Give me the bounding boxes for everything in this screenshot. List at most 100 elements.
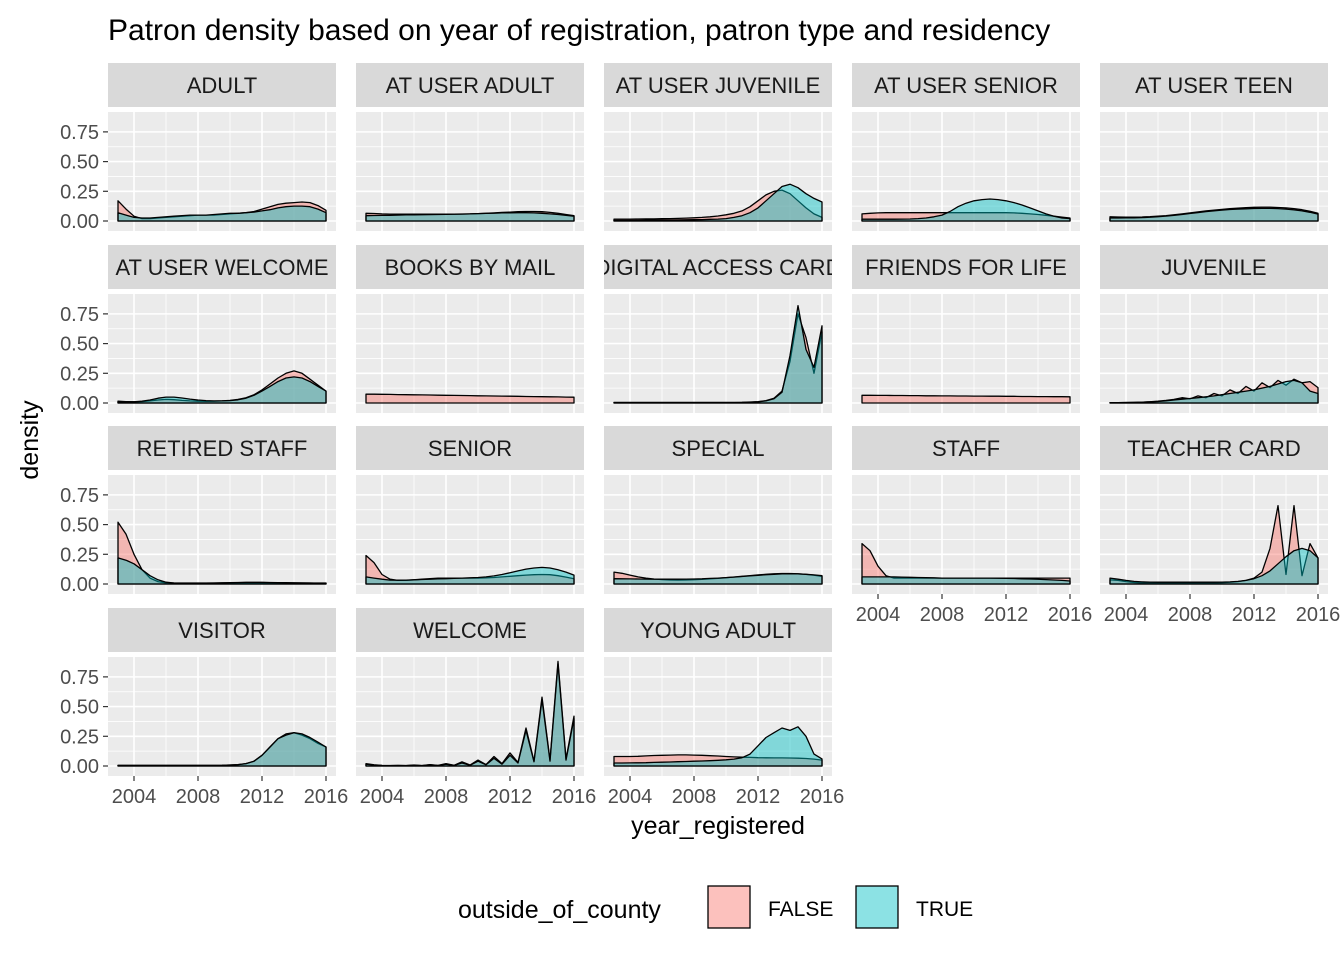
x-tick-label: 2012 — [736, 786, 781, 808]
strip-label-visitor: VISITOR — [178, 618, 266, 643]
strip-label-at-user-teen: AT USER TEEN — [1135, 73, 1293, 98]
x-tick-label: 2008 — [672, 786, 717, 808]
y-tick-label: 0.50 — [60, 515, 99, 537]
strip-staff — [852, 426, 1080, 470]
y-tick-label: 0.00 — [60, 756, 99, 778]
strip-special — [604, 426, 832, 470]
x-tick-label: 2016 — [1048, 604, 1093, 626]
x-tick-label: 2004 — [856, 604, 901, 626]
strip-visitor — [108, 608, 336, 652]
strip-label-teacher-card: TEACHER CARD — [1127, 436, 1301, 461]
density-area-true-teacher-card — [1109, 547, 1319, 585]
panel-books-by-mail: BOOKS BY MAIL — [356, 245, 584, 413]
panel-adult: ADULT 0.00 0.25 0.50 0.75 — [60, 63, 336, 233]
panel-juvenile: JUVENILE — [1100, 245, 1328, 413]
density-area-true-staff — [861, 576, 1071, 585]
density-area-true-retired-staff — [117, 557, 327, 585]
x-tick-label: 2008 — [1168, 604, 1213, 626]
panel-at-user-teen: AT USER TEEN — [1100, 63, 1328, 231]
x-tick-label: 2004 — [1104, 604, 1149, 626]
panel-senior: SENIOR — [356, 426, 584, 594]
strip-at-user-welcome — [108, 245, 336, 289]
strip-label-juvenile: JUVENILE — [1161, 255, 1266, 280]
density-area-true-special — [613, 573, 823, 585]
strip-label-at-user-welcome: AT USER WELCOME — [115, 255, 328, 280]
y-tick-label: 0.75 — [60, 304, 99, 326]
strip-adult — [108, 63, 336, 107]
y-tick-label: 0.25 — [60, 181, 99, 203]
density-area-true-juvenile — [1109, 379, 1319, 404]
density-area-true-at-user-senior — [861, 198, 1071, 222]
strip-welcome — [356, 608, 584, 652]
y-axis-title: density — [16, 400, 44, 480]
strip-friends-for-life — [852, 245, 1080, 289]
strip-label-welcome: WELCOME — [413, 618, 527, 643]
x-tick-label: 2004 — [360, 786, 405, 808]
y-tick-label: 0.75 — [60, 667, 99, 689]
y-tick-label: 0.00 — [60, 574, 99, 596]
strip-label-senior: SENIOR — [428, 436, 512, 461]
x-tick-label: 2012 — [488, 786, 533, 808]
panel-special: SPECIAL — [604, 426, 832, 594]
strip-label-at-user-juvenile: AT USER JUVENILE — [616, 73, 821, 98]
panel-at-user-juvenile: AT USER JUVENILE — [604, 63, 832, 231]
strip-at-user-adult — [356, 63, 584, 107]
y-tick-label: 0.00 — [60, 211, 99, 233]
strip-juvenile — [1100, 245, 1328, 289]
panel-at-user-welcome: AT USER WELCOME 0.00 0.25 0.50 0.75 — [60, 245, 336, 415]
facet-panels: ADULT 0.00 0.25 0.50 0.75 AT USER ADULT AT USE… — [60, 63, 1340, 808]
density-area-true-at-user-welcome — [117, 376, 327, 404]
y-tick-label: 0.75 — [60, 485, 99, 507]
y-tick-label: 0.50 — [60, 152, 99, 174]
y-tick-label: 0.75 — [60, 122, 99, 144]
density-area-true-welcome — [365, 663, 575, 767]
x-tick-label: 2008 — [920, 604, 965, 626]
density-area-true-at-user-adult — [365, 212, 575, 222]
y-tick-label: 0.50 — [60, 334, 99, 356]
panel-visitor: VISITOR 0.00 0.25 0.50 0.75 2004 2008 2012 2016 — [60, 608, 348, 808]
density-area-true-digital-access-card — [613, 304, 823, 404]
x-axis-title: year_registered — [631, 812, 805, 840]
panel-at-user-adult: AT USER ADULT — [356, 63, 584, 231]
legend-label-true: TRUE — [916, 898, 973, 921]
x-tick-label: 2016 — [800, 786, 845, 808]
strip-label-adult: ADULT — [187, 73, 258, 98]
strip-label-staff: STAFF — [932, 436, 1000, 461]
x-tick-label: 2016 — [552, 786, 597, 808]
x-tick-label: 2012 — [1232, 604, 1277, 626]
y-tick-label: 0.25 — [60, 726, 99, 748]
x-tick-label: 2004 — [608, 786, 653, 808]
strip-label-digital-access-card: DIGITAL ACCESS CARD — [595, 255, 842, 280]
density-area-true-adult — [117, 205, 327, 222]
density-area-true-at-user-juvenile — [613, 183, 823, 222]
strip-at-user-juvenile — [604, 63, 832, 107]
strip-senior — [356, 426, 584, 470]
y-tick-label: 0.50 — [60, 697, 99, 719]
y-tick-label: 0.25 — [60, 363, 99, 385]
density-area-false-friends-for-life — [861, 394, 1071, 404]
panel-friends-for-life: FRIENDS FOR LIFE — [852, 245, 1080, 413]
strip-label-friends-for-life: FRIENDS FOR LIFE — [865, 255, 1067, 280]
strip-teacher-card — [1100, 426, 1328, 470]
y-tick-label: 0.25 — [60, 544, 99, 566]
density-area-true-senior — [365, 566, 575, 585]
panel-teacher-card: TEACHER CARD 2004 2008 2012 2016 — [1100, 426, 1340, 626]
strip-young-adult — [604, 608, 832, 652]
legend: outside_of_county FALSE TRUE — [458, 885, 973, 929]
strip-at-user-senior — [852, 63, 1080, 107]
strip-digital-access-card — [604, 245, 832, 289]
panel-staff: STAFF 2004 2008 2012 2016 — [852, 426, 1092, 626]
strip-at-user-teen — [1100, 63, 1328, 107]
density-area-false-books-by-mail — [365, 393, 575, 404]
density-area-true-at-user-teen — [1109, 207, 1319, 222]
x-tick-label: 2008 — [176, 786, 221, 808]
legend-key-false — [707, 885, 751, 929]
x-tick-label: 2012 — [240, 786, 285, 808]
panel-young-adult: YOUNG ADULT 2004 2008 2012 2016 — [604, 608, 844, 808]
legend-title: outside_of_county — [458, 896, 661, 924]
panel-retired-staff: RETIRED STAFF 0.00 0.25 0.50 0.75 — [60, 426, 336, 596]
panel-welcome: WELCOME 2004 2008 2012 2016 — [356, 608, 596, 808]
strip-retired-staff — [108, 426, 336, 470]
x-tick-label: 2016 — [1296, 604, 1341, 626]
